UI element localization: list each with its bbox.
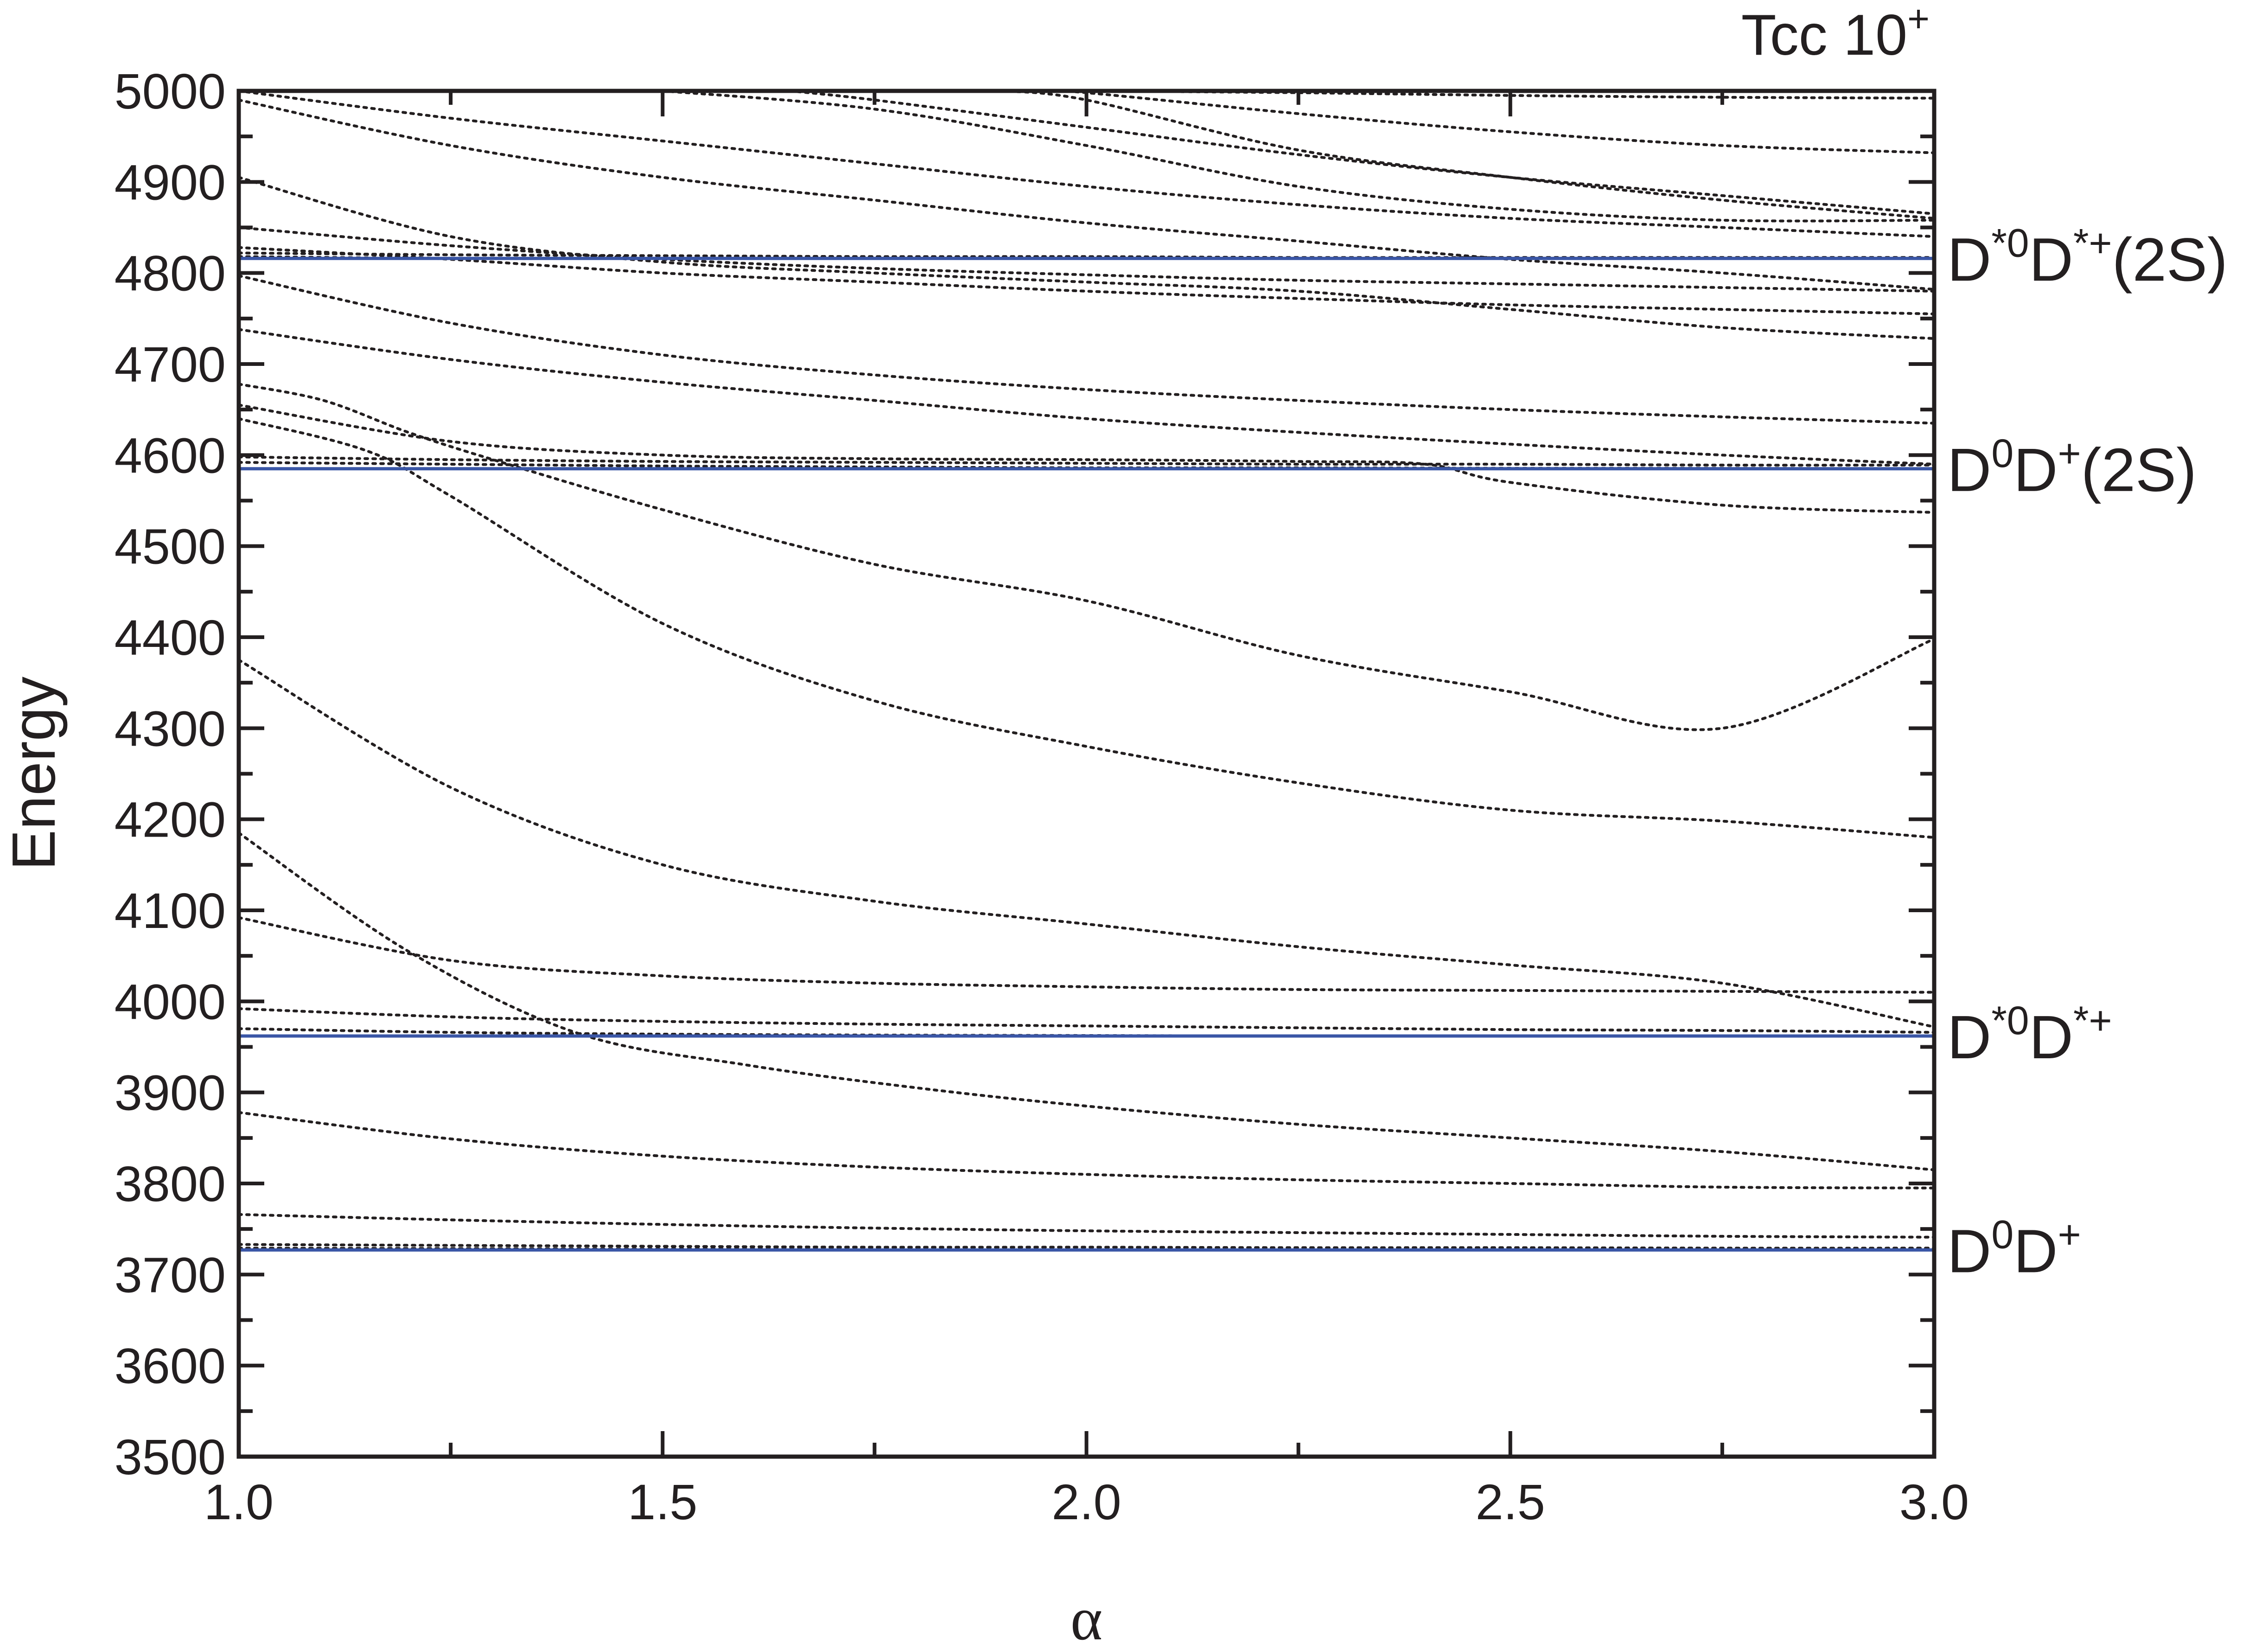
y-axis-title: Energy — [0, 677, 68, 870]
plot-frame — [236, 89, 1937, 1459]
threshold-label-1: D0D+ — [1947, 1212, 2081, 1285]
tick-layer — [237, 89, 1936, 1458]
energy-level-21 — [239, 176, 1934, 340]
energy-level-11 — [239, 461, 1934, 470]
label-layer: D0D+ D*0D*+ D0D+(2S) D*0D*+(2S) 3500 3600 3700… — [115, 63, 2228, 1530]
y-tick-label: 4800 — [115, 245, 226, 301]
y-tick-label: 4400 — [115, 609, 226, 665]
energy-level-22 — [239, 98, 1934, 291]
y-tick-label: 3600 — [115, 1338, 226, 1394]
threshold-label-2: D*0D*+ — [1947, 998, 2112, 1071]
x-tick-label: 3.0 — [1899, 1474, 1969, 1530]
y-tick-label: 4100 — [115, 883, 226, 939]
x-tick-label: 1.5 — [628, 1474, 697, 1530]
y-tick-label: 5000 — [115, 63, 226, 119]
energy-level-2 — [239, 1243, 1934, 1250]
y-tick-label: 4000 — [115, 973, 226, 1030]
energy-level-7 — [239, 1007, 1934, 1034]
y-tick-label: 3900 — [115, 1065, 226, 1121]
energy-level-25 — [788, 91, 1934, 215]
energy-level-8 — [239, 916, 1934, 994]
energy-level-23 — [239, 91, 1934, 238]
y-tick-label: 4600 — [115, 427, 226, 483]
energy-level-9 — [239, 659, 1934, 1029]
y-tick-label: 3700 — [115, 1247, 226, 1303]
chart-title: Tcc 10+ — [1741, 0, 1930, 67]
chart-title-superscript: + — [1907, 0, 1930, 40]
energy-level-15 — [239, 328, 1934, 466]
x-axis-title: α — [1070, 1585, 1102, 1648]
energy-level-10 — [239, 417, 1934, 839]
energy-level-4 — [239, 1111, 1934, 1190]
energy-level-12 — [239, 455, 1934, 467]
y-tick-label: 4500 — [115, 518, 226, 575]
y-tick-label: 4300 — [115, 700, 226, 756]
x-tick-label: 1.0 — [204, 1474, 274, 1530]
energy-level-26 — [1000, 91, 1934, 220]
threshold-label-4: D*0D*+(2S) — [1947, 221, 2228, 294]
energy-level-3 — [239, 1213, 1934, 1239]
y-tick-label: 4200 — [115, 792, 226, 848]
series-layer — [239, 91, 1934, 1251]
energy-level-6 — [239, 1027, 1934, 1037]
energy-level-14 — [239, 403, 1934, 514]
x-tick-label: 2.0 — [1051, 1474, 1121, 1530]
threshold-layer — [239, 256, 1934, 1252]
energy-level-27 — [1043, 91, 1934, 154]
y-tick-label: 4700 — [115, 336, 226, 392]
y-tick-label: 4900 — [115, 154, 226, 210]
energy-level-16 — [239, 274, 1934, 425]
energy-level-13 — [239, 383, 1934, 731]
energy-level-20 — [239, 226, 1934, 293]
energy-level-19 — [239, 246, 1934, 315]
energy-level-24 — [661, 91, 1934, 223]
y-tick-label: 3800 — [115, 1156, 226, 1212]
y-tick-label: 3500 — [115, 1429, 226, 1485]
threshold-label-3: D0D+(2S) — [1947, 431, 2197, 504]
energy-level-18 — [239, 251, 1934, 259]
chart-title-text: Tcc 10 — [1741, 3, 1907, 67]
energy-level-5 — [239, 831, 1934, 1171]
x-tick-label: 2.5 — [1476, 1474, 1545, 1530]
